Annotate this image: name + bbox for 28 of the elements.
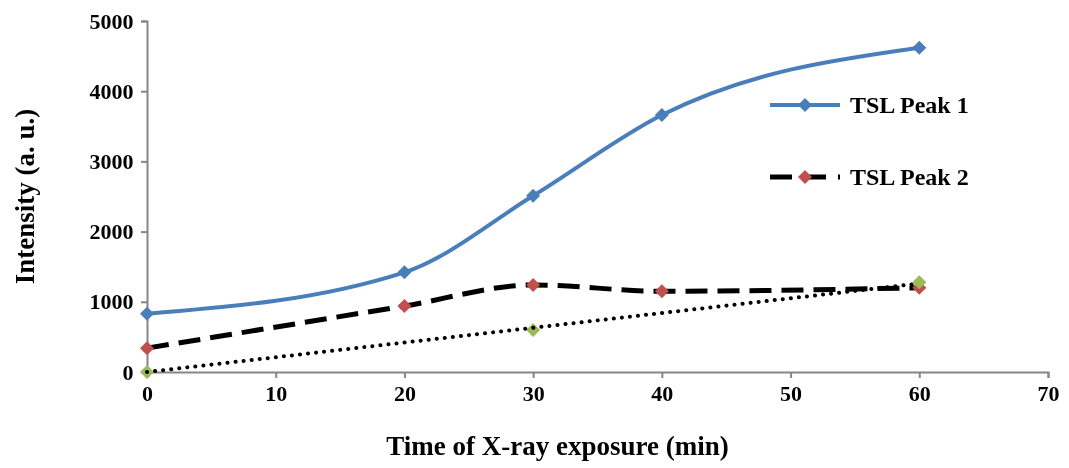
point	[397, 299, 412, 314]
y-tick-label: 3000	[89, 148, 134, 174]
x-tick-label: 20	[393, 380, 416, 406]
x-tick-label: 50	[780, 380, 803, 406]
point	[140, 306, 154, 321]
y-tick-label: 4000	[89, 78, 134, 104]
x-tick-label: 0	[142, 380, 153, 406]
y-tick-label: 5000	[89, 8, 134, 34]
point	[140, 341, 154, 356]
legend-label: TSL Peak 2	[850, 164, 969, 190]
y-tick-label: 0	[122, 359, 134, 385]
x-axis-title: Time of X-ray exposure (min)	[386, 431, 729, 461]
y-tick-label: 2000	[89, 219, 134, 245]
x-tick-label: 10	[265, 380, 288, 406]
point	[526, 277, 541, 292]
x-tick-label: 70	[1037, 380, 1060, 406]
legend-label: TSL Peak 1	[850, 92, 969, 118]
point	[912, 40, 927, 55]
point	[654, 284, 669, 299]
x-tick-label: 40	[651, 380, 674, 406]
y-tick-label: 1000	[89, 289, 134, 315]
x-tick-label: 60	[908, 380, 931, 406]
y-axis-title: Intensity (a. u.)	[10, 108, 40, 285]
point	[654, 108, 669, 123]
point	[912, 275, 927, 290]
point	[397, 265, 412, 280]
point	[526, 188, 541, 203]
x-tick-label: 30	[522, 380, 545, 406]
